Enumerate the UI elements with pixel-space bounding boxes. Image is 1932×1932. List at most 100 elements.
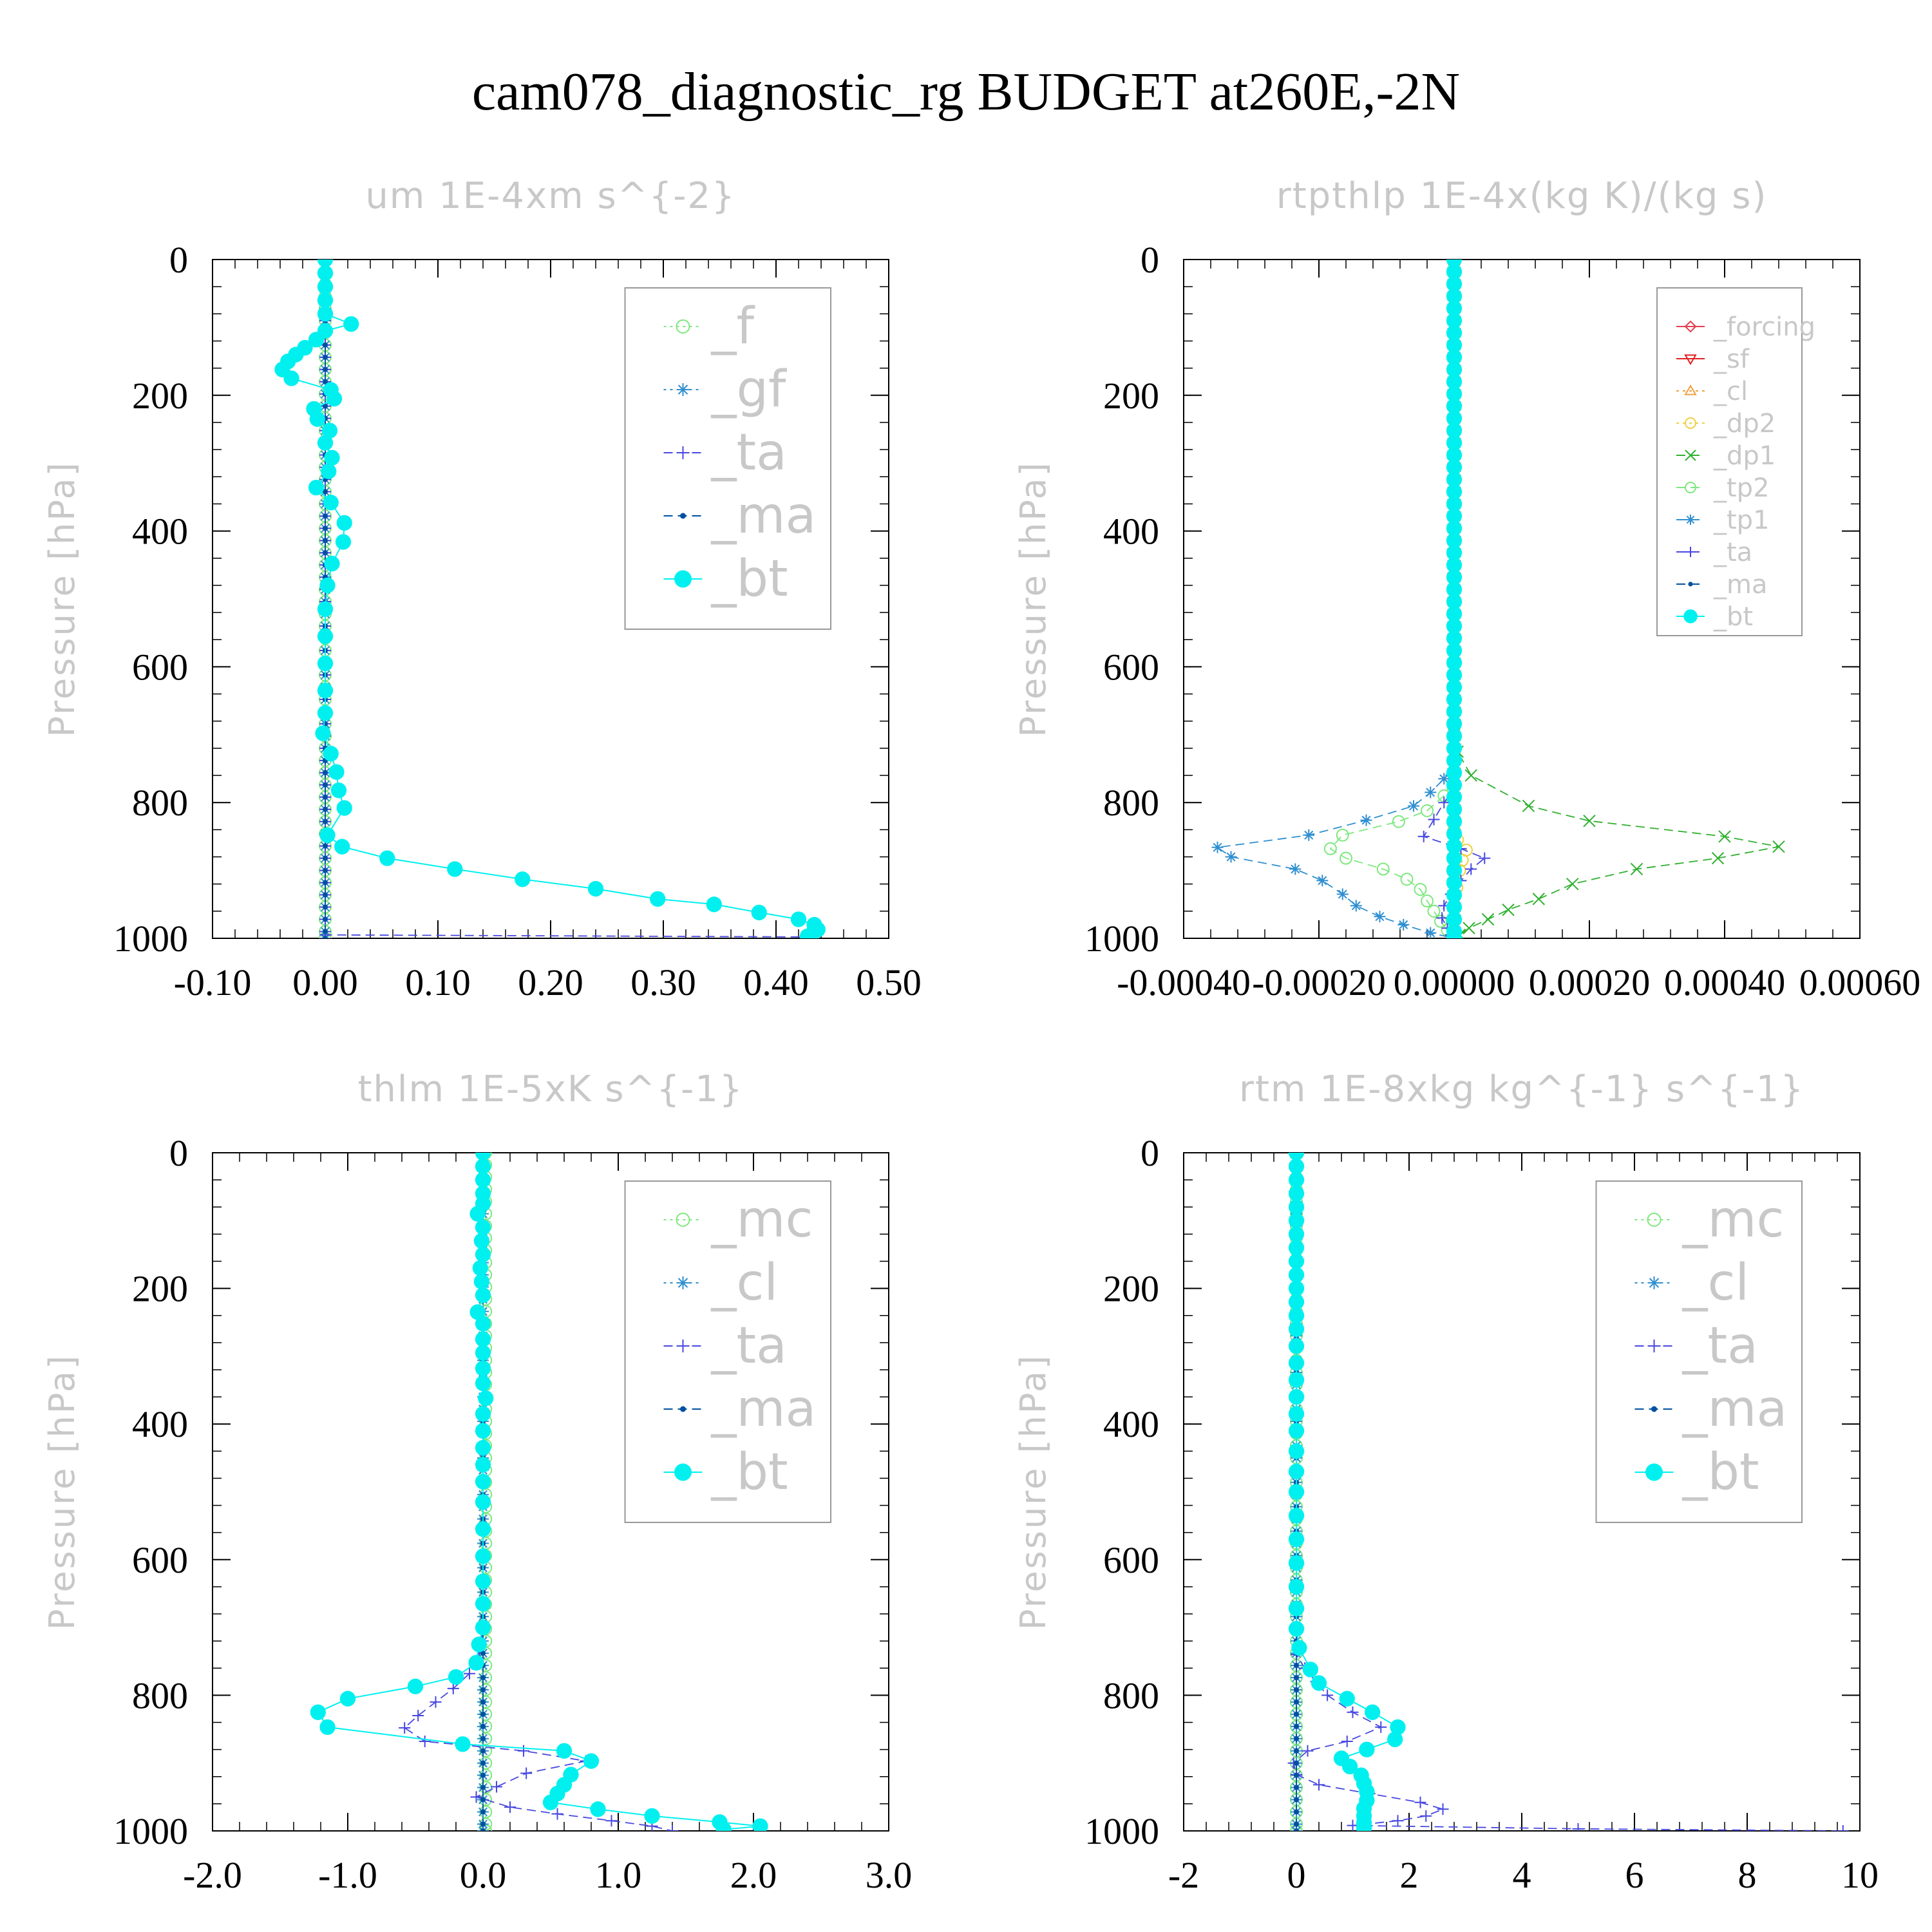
data-point [1291, 1640, 1307, 1656]
data-point [1446, 545, 1463, 561]
data-point [470, 1791, 482, 1803]
data-point [473, 1233, 490, 1249]
data-point [1446, 361, 1463, 377]
legend-label: _bt [711, 550, 788, 608]
x-tick-label: 0.00020 [1529, 961, 1651, 1003]
data-point [480, 1821, 486, 1827]
data-point [1360, 814, 1372, 826]
legend-label: _ta [1713, 538, 1752, 567]
y-tick-label: 600 [1103, 1539, 1159, 1581]
legend-box [1595, 1180, 1803, 1523]
x-tick-label: 2.0 [730, 1854, 777, 1896]
x-tick-label: 0.50 [856, 961, 922, 1003]
x-tick-label: 0.10 [405, 961, 471, 1003]
data-point [1288, 1443, 1305, 1459]
y-tick-label: 800 [132, 1674, 188, 1716]
x-tick-label: 6 [1625, 1854, 1644, 1896]
data-point [323, 746, 339, 762]
data-point [480, 1687, 486, 1693]
legend-entry-cl: _cl [663, 1254, 778, 1312]
data-point [1446, 930, 1463, 938]
legend-marker [1685, 417, 1696, 429]
data-point [1288, 1267, 1305, 1283]
data-point [1446, 496, 1463, 512]
data-point [335, 534, 352, 550]
data-point [480, 1785, 486, 1790]
x-tick-label: -0.00020 [1252, 961, 1386, 1003]
legend-marker [1685, 450, 1696, 461]
data-point [1356, 1820, 1372, 1831]
data-point [1293, 1687, 1300, 1693]
y-tick-label: 200 [132, 1268, 188, 1310]
data-point [1288, 1621, 1305, 1637]
data-point [1446, 263, 1463, 280]
data-point [1288, 1199, 1305, 1215]
data-point [480, 1674, 486, 1681]
data-point [1446, 459, 1463, 475]
y-tick-label: 800 [1103, 782, 1159, 824]
data-point [1341, 1736, 1353, 1747]
data-point [1446, 789, 1463, 805]
data-point [1421, 804, 1434, 817]
legend-entry-forcing: _forcing [1676, 312, 1815, 342]
data-point [1288, 1213, 1305, 1229]
data-point [1630, 862, 1643, 876]
legend-entry-dp1: _dp1 [1676, 441, 1776, 471]
legend-label: _gf [711, 361, 788, 419]
data-point [322, 770, 328, 775]
data-point [317, 655, 334, 672]
data-point [317, 306, 334, 322]
y-axis-label: Pressure [hPa] [42, 1354, 82, 1630]
data-point [1446, 813, 1463, 829]
legend-entry-ta: _ta [663, 424, 787, 482]
data-point [1417, 830, 1430, 842]
y-axis-label: Pressure [hPa] [1013, 1354, 1054, 1630]
data-point [475, 1158, 491, 1175]
data-point [317, 279, 334, 295]
data-point [455, 1736, 471, 1752]
data-point [1341, 1758, 1358, 1775]
y-tick-label: 200 [1103, 375, 1159, 417]
legend-marker [680, 1406, 686, 1412]
data-point [1293, 1663, 1300, 1669]
legend-box [624, 287, 831, 630]
data-point [1336, 828, 1349, 842]
data-point [322, 916, 328, 922]
data-point [315, 725, 331, 741]
data-point [1572, 1823, 1584, 1831]
data-point [1293, 1797, 1300, 1803]
panel-title: rtpthlp 1E-4x(kg K)/(kg s) [1276, 175, 1768, 217]
data-point [328, 764, 345, 780]
data-point [1446, 838, 1463, 854]
data-point [471, 1636, 487, 1653]
data-point [1711, 851, 1725, 865]
data-point [1772, 840, 1785, 853]
data-point [1376, 862, 1390, 876]
data-point [1288, 1153, 1305, 1161]
data-point [475, 1287, 491, 1303]
legend-entry-ma: _ma [1676, 570, 1767, 600]
data-point [1347, 1706, 1359, 1718]
data-point [1392, 1815, 1404, 1827]
y-tick-label: 600 [132, 1539, 188, 1581]
legend-label: _tp1 [1713, 506, 1770, 535]
data-point [1340, 851, 1352, 865]
data-point [322, 819, 328, 824]
x-tick-label: 1.0 [595, 1854, 642, 1896]
data-point [469, 1206, 486, 1222]
data-point [1375, 1721, 1387, 1733]
data-point [752, 1818, 768, 1831]
data-point [1288, 1253, 1305, 1269]
data-point [1293, 1748, 1300, 1754]
legend-label: _f [711, 298, 755, 355]
data-point [1446, 911, 1463, 927]
y-axis-label: Pressure [hPa] [1013, 460, 1054, 737]
series-bt [274, 260, 826, 938]
data-point [472, 1260, 488, 1276]
data-point [309, 411, 325, 427]
y-tick-label: 600 [1103, 646, 1159, 688]
data-point [322, 867, 328, 873]
data-point [1837, 1825, 1849, 1831]
legend-entry-ma: _ma [663, 1380, 816, 1438]
legend-entry-gf: _gf [663, 361, 788, 419]
